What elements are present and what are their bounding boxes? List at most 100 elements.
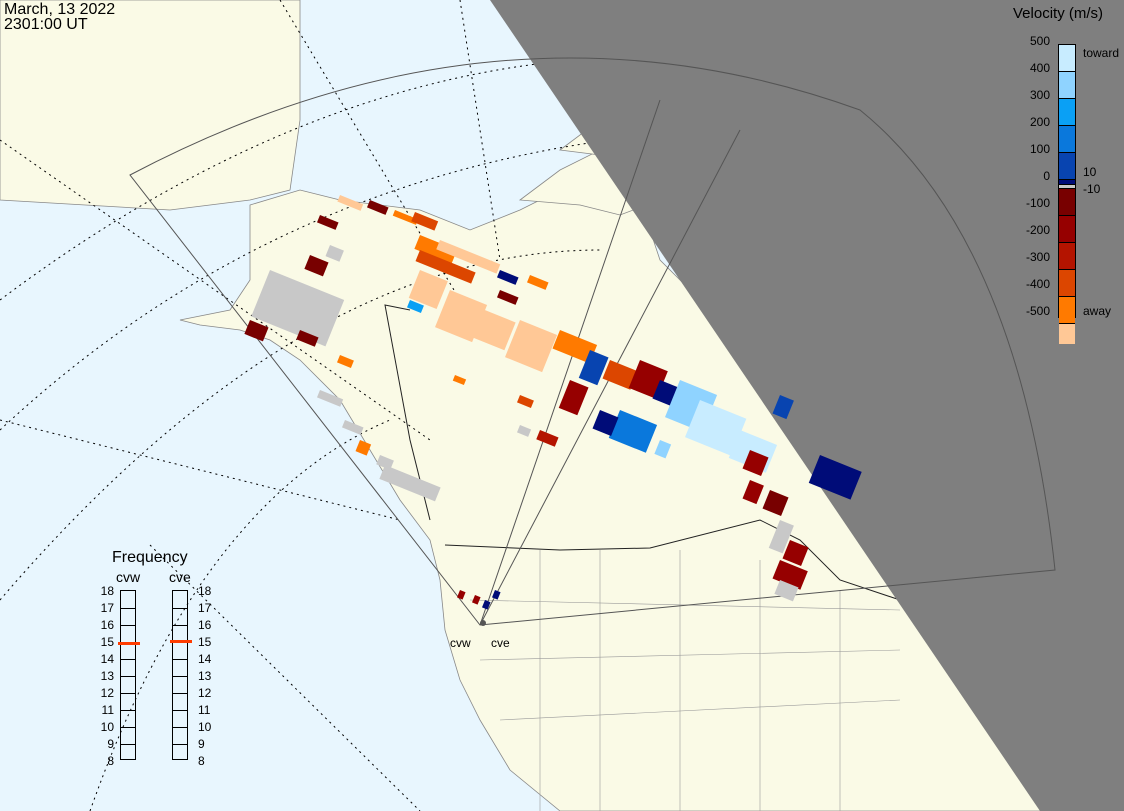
frequency-title: Frequency xyxy=(112,549,188,566)
colorbar-tick: 0 xyxy=(1043,169,1050,183)
frequency-tick: 16 xyxy=(198,618,212,632)
frequency-tick: 11 xyxy=(101,703,114,717)
frequency-tick: 13 xyxy=(198,669,212,683)
velocity-cell xyxy=(472,595,481,605)
velocity-cell xyxy=(517,425,532,437)
colorbar-tick: 400 xyxy=(1029,61,1050,75)
velocity-cell xyxy=(482,600,491,610)
velocity-cell xyxy=(337,354,354,369)
colorbar-tick: 200 xyxy=(1029,115,1050,129)
velocity-cell xyxy=(558,380,589,416)
frequency-tick: 16 xyxy=(100,618,114,632)
velocity-cell xyxy=(448,300,516,351)
colorbar-segment xyxy=(1059,324,1075,344)
frequency-tick: 12 xyxy=(100,686,114,700)
velocity-cell xyxy=(497,270,519,285)
frequency-tick: 10 xyxy=(100,720,114,734)
velocity-cell xyxy=(685,399,747,456)
cve-label: cve xyxy=(169,569,191,585)
frequency-marker xyxy=(170,640,192,643)
colorbar-segment xyxy=(1059,72,1075,99)
velocity-cell xyxy=(436,240,501,274)
velocity-cell xyxy=(355,439,372,456)
velocity-cell xyxy=(414,235,458,264)
inner-neg-label: -10 xyxy=(1083,182,1101,196)
velocity-cell xyxy=(411,211,439,231)
velocity-cell xyxy=(517,394,534,409)
velocity-cell xyxy=(342,419,364,435)
colorbar-segment xyxy=(1059,153,1075,180)
colorbar-segment xyxy=(1059,297,1075,324)
velocity-cell xyxy=(376,454,394,470)
velocity-cell xyxy=(296,329,319,347)
frequency-tick: 8 xyxy=(198,754,205,768)
frequency-tick: 14 xyxy=(198,652,212,666)
velocity-cell xyxy=(379,465,441,502)
colorbar-segment xyxy=(1059,99,1075,126)
velocity-cells xyxy=(244,195,862,610)
velocity-cell xyxy=(317,214,339,230)
velocity-cell xyxy=(452,374,467,386)
colorbar-segment xyxy=(1059,189,1075,216)
velocity-cell xyxy=(774,580,799,602)
velocity-cell xyxy=(244,320,269,342)
frequency-scale-cvw xyxy=(118,590,140,760)
velocity-cell xyxy=(251,270,345,347)
radar-site-marker xyxy=(480,620,486,626)
night-terminator xyxy=(490,0,1124,811)
velocity-cell xyxy=(592,410,619,437)
velocity-cell xyxy=(457,590,466,600)
colorbar-segment xyxy=(1059,216,1075,243)
colorbar-tick: 500 xyxy=(1029,34,1050,48)
velocity-cell xyxy=(408,270,448,310)
velocity-cell xyxy=(608,410,658,453)
colorbar-tick: -200 xyxy=(1025,223,1050,237)
velocity-cell xyxy=(578,350,609,386)
frequency-tick: 18 xyxy=(100,584,114,598)
frequency-tick: 15 xyxy=(100,635,114,649)
velocity-cell xyxy=(407,300,424,314)
velocity-cell xyxy=(552,330,598,364)
state-borders xyxy=(469,550,901,811)
time-label: 2301:00 UT xyxy=(4,16,88,33)
velocity-cell xyxy=(317,390,344,407)
frequency-tick: 15 xyxy=(198,635,212,649)
frequency-scale-cve xyxy=(170,590,192,760)
colorbar-segment xyxy=(1059,185,1075,189)
colorbar-segment xyxy=(1059,126,1075,153)
away-label: away xyxy=(1083,304,1112,318)
inner-pos-label: 10 xyxy=(1083,165,1097,179)
velocity-cell xyxy=(492,590,501,600)
frequency-tick: 13 xyxy=(100,669,114,683)
frequency-tick: 8 xyxy=(107,754,114,768)
colorbar-segment xyxy=(1059,45,1075,72)
velocity-cell xyxy=(654,440,672,459)
colorbar-tick: -300 xyxy=(1025,250,1050,264)
frequency-tick: 14 xyxy=(100,652,114,666)
frequency-tick: 10 xyxy=(198,720,212,734)
colorbar-tick: -400 xyxy=(1025,277,1050,291)
toward-label: toward xyxy=(1083,46,1120,60)
frequency-tick: 11 xyxy=(198,703,211,717)
velocity-cell xyxy=(602,360,638,390)
frequency-tick: 9 xyxy=(107,737,114,751)
date-label: March, 13 2022 xyxy=(4,1,116,18)
frequency-tick: 12 xyxy=(198,686,212,700)
velocity-cell xyxy=(652,380,679,407)
site-label-cvw: cvw xyxy=(450,636,471,650)
velocity-cell xyxy=(527,274,549,290)
colorbar-segment xyxy=(1059,180,1075,185)
colorbar-tick: 100 xyxy=(1029,142,1050,156)
velocity-cell xyxy=(782,540,809,567)
velocity-cell xyxy=(497,290,519,305)
velocity-cell xyxy=(742,449,769,477)
colorbar-tick: -100 xyxy=(1025,196,1050,210)
colorbar-tick: 300 xyxy=(1029,88,1050,102)
velocity-cell xyxy=(762,489,789,517)
velocity-cell xyxy=(536,430,559,447)
velocity-cell xyxy=(505,320,558,373)
colorbar-segment xyxy=(1059,270,1075,297)
velocity-cell xyxy=(325,245,344,262)
velocity-cell xyxy=(808,455,862,500)
